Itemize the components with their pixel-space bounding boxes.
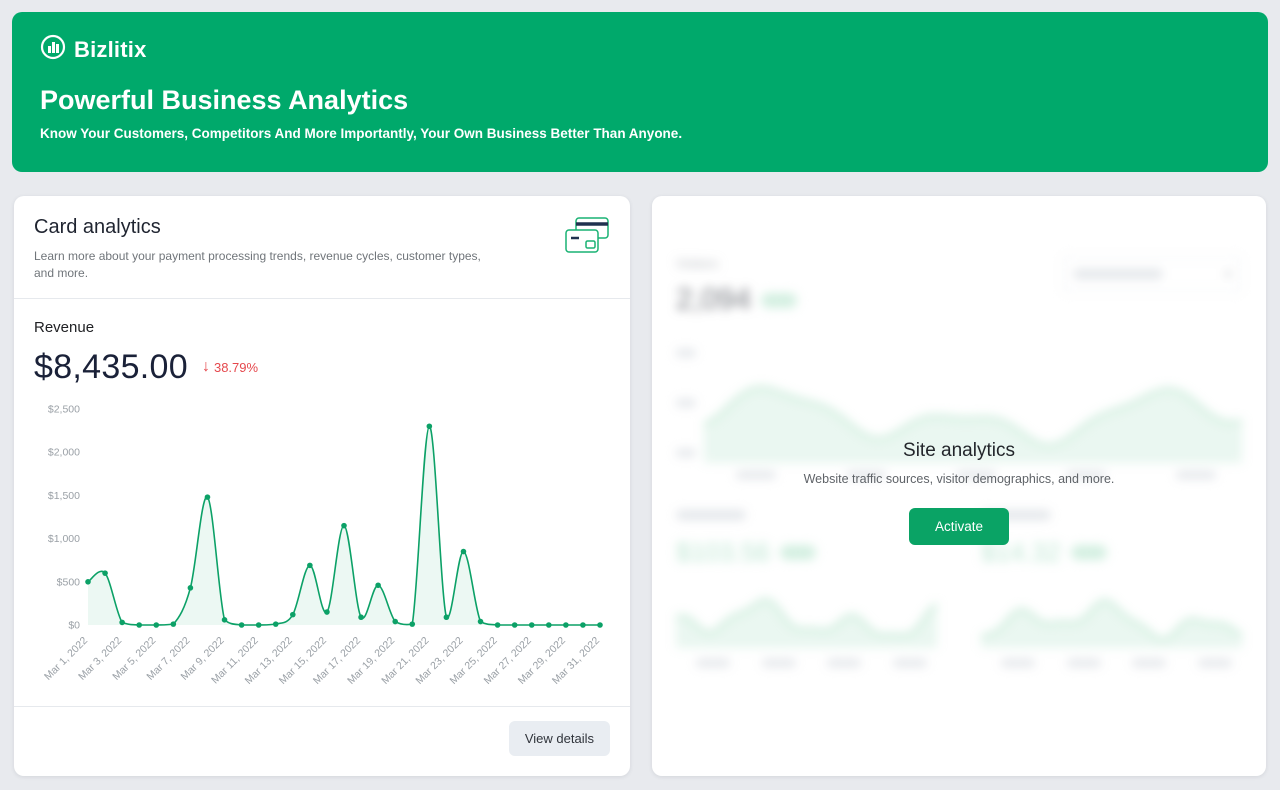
site-analytics-panel: Visitors 2,094 ▾: [652, 196, 1266, 776]
site-analytics-overlay: Site analytics Website traffic sources, …: [652, 440, 1266, 545]
metric-2-label-placeholder: [981, 510, 1051, 520]
blurred-metric-2: $14.32: [980, 507, 1243, 667]
credit-card-icon: [564, 216, 610, 263]
metric-1-delta-badge: [779, 545, 816, 560]
view-details-button[interactable]: View details: [508, 721, 610, 756]
banner-title: Powerful Business Analytics: [40, 85, 409, 115]
card-analytics-title: Card analytics: [34, 216, 161, 238]
card-analytics-panel: Card analytics Learn more about your pay…: [14, 196, 630, 776]
metric-1-chart: [675, 598, 938, 648]
visitors-chart: [704, 386, 1242, 463]
svg-text:$2,000: $2,000: [48, 446, 80, 458]
site-analytics-subtitle: Website traffic sources, visitor demogra…: [803, 472, 1115, 486]
hero-banner: Bizlitix Powerful Business Analytics Kno…: [12, 12, 1268, 172]
activate-button[interactable]: Activate: [908, 508, 1010, 545]
white-fade-overlay: [652, 196, 1266, 776]
arrow-down-icon: ↓: [201, 358, 210, 376]
revenue-chart: $0 $500 $1,000 $1,500 $2,000 $2,500 Mar 1, 202…: [34, 395, 610, 695]
blurred-x-axis: [676, 463, 1242, 479]
banner-subtitle: Know Your Customers, Competitors And Mor…: [40, 126, 683, 141]
revenue-delta-value: 38.79%: [213, 359, 259, 375]
chevron-down-icon: ▾: [1224, 267, 1231, 281]
card-analytics-subtitle: Learn more about your payment processing…: [34, 249, 481, 280]
metric-1-label-placeholder: [676, 510, 746, 520]
metric-1-value: $103.56: [676, 537, 770, 567]
revenue-label: Revenue: [34, 318, 95, 336]
metric-2-delta-badge: [1070, 545, 1107, 560]
svg-text:$1,500: $1,500: [48, 489, 80, 501]
metric-2-chart: [980, 599, 1243, 648]
site-analytics-title: Site analytics: [903, 440, 1015, 461]
header-divider: [14, 297, 630, 299]
brand: Bizlitix: [40, 34, 1240, 65]
bizlitix-logo-icon: [40, 34, 66, 65]
visitors-label: Visitors: [676, 256, 719, 271]
svg-text:$500: $500: [57, 576, 81, 588]
svg-text:$0: $0: [68, 619, 80, 631]
date-range-text-placeholder: [1073, 269, 1163, 279]
revenue-delta: ↓ 38.79%: [202, 359, 258, 375]
cards-row: Card analytics Learn more about your pay…: [14, 196, 1266, 776]
visitors-value: 2,094: [676, 283, 752, 316]
brand-name: Bizlitix: [74, 36, 147, 62]
svg-text:$2,500: $2,500: [48, 403, 80, 415]
visitors-delta-badge: [761, 292, 798, 308]
blurred-y-axis: [676, 343, 696, 463]
blurred-metric-1: $103.56: [675, 507, 938, 667]
date-range-select[interactable]: ▾: [1062, 256, 1242, 292]
site-analytics-blurred-content: Visitors 2,094 ▾: [652, 196, 1266, 776]
revenue-value: $8,435.00: [34, 347, 188, 386]
svg-text:$1,000: $1,000: [48, 533, 80, 545]
